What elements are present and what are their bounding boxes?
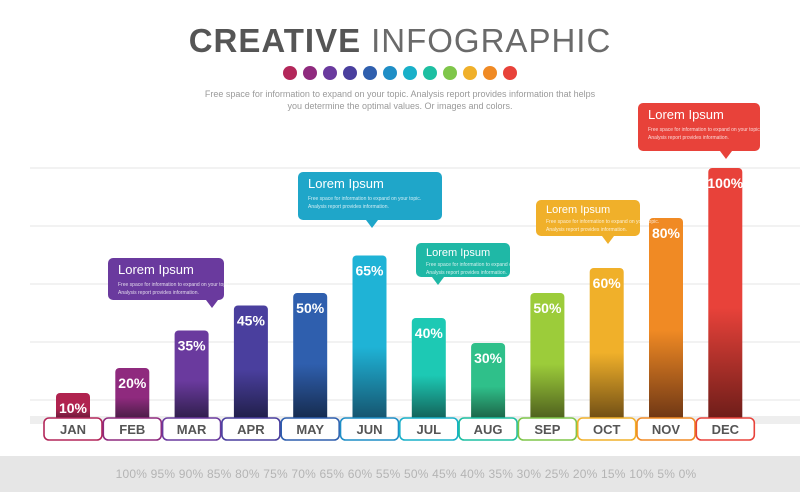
month-label: APR xyxy=(237,422,265,437)
palette-dot xyxy=(483,66,497,80)
callout-title: Lorem Ipsum xyxy=(308,176,384,191)
callout-text: Analysis report provides information. xyxy=(546,227,627,233)
month-label: AUG xyxy=(474,422,503,437)
callout-feb: Lorem Ipsum Free space for information to… xyxy=(108,258,231,308)
bar-value-label: 40% xyxy=(415,325,444,341)
bar-mar xyxy=(174,330,209,422)
bar-aug xyxy=(471,343,506,422)
callout-text: Analysis report provides information. xyxy=(648,135,729,141)
bar-value-label: 80% xyxy=(652,225,681,241)
bar-value-label: 50% xyxy=(533,300,562,316)
palette-dot xyxy=(503,66,517,80)
bar-jul xyxy=(411,318,446,422)
callout-box xyxy=(108,258,224,300)
palette-dot xyxy=(403,66,417,80)
bar-value-label: 20% xyxy=(118,375,147,391)
callout-pointer xyxy=(206,300,218,308)
callout-title: Lorem Ipsum xyxy=(546,204,610,216)
callout-jun: Lorem Ipsum Free space for information to… xyxy=(298,172,442,228)
callout-text: Free space for information to expand on … xyxy=(118,282,231,288)
callout-text: Analysis report provides information. xyxy=(308,204,389,210)
bar-jun xyxy=(352,255,387,422)
bar-oct xyxy=(589,268,624,422)
month-label: JUN xyxy=(356,422,382,437)
callout-dec: Lorem Ipsum Free space for information to… xyxy=(638,103,761,159)
callout-pointer xyxy=(366,220,378,228)
month-label: SEP xyxy=(534,422,560,437)
month-label-box xyxy=(221,417,281,441)
month-label-box xyxy=(280,417,341,441)
callout-text: Free space for information to expand on … xyxy=(648,127,761,133)
month-label: JUL xyxy=(417,422,442,437)
bar-jan xyxy=(56,393,90,422)
bar-feb xyxy=(115,368,150,422)
month-label-box xyxy=(636,417,696,441)
footer-band xyxy=(0,456,800,492)
bar-apr xyxy=(233,305,268,422)
palette-dot xyxy=(343,66,357,80)
callout-box xyxy=(298,172,442,220)
palette-dot xyxy=(383,66,397,80)
month-label-box xyxy=(517,417,578,441)
callout-jul: Lorem Ipsum Free space for information to… xyxy=(416,243,539,285)
callout-box xyxy=(416,243,510,277)
month-label: JAN xyxy=(60,422,86,437)
month-label: MAR xyxy=(177,422,207,437)
month-label: MAY xyxy=(296,422,324,437)
month-label-box xyxy=(576,417,637,441)
month-label-box xyxy=(458,417,518,441)
callout-box xyxy=(536,200,640,236)
month-label: DEC xyxy=(712,422,740,437)
month-label-box xyxy=(398,417,459,441)
bar-value-label: 65% xyxy=(355,263,384,279)
palette-dot xyxy=(303,66,317,80)
color-dots-row xyxy=(0,66,800,80)
title-light: INFOGRAPHIC xyxy=(371,22,612,59)
month-label-box xyxy=(339,417,400,441)
callout-oct: Lorem Ipsum Free space for information to… xyxy=(536,200,659,244)
palette-dot xyxy=(323,66,337,80)
title-bold: CREATIVE xyxy=(188,22,362,59)
month-label-box xyxy=(43,417,103,441)
bar-value-label: 30% xyxy=(474,350,503,366)
bar-value-label: 50% xyxy=(296,300,325,316)
month-label-box xyxy=(161,417,222,441)
callout-text: Analysis report provides information. xyxy=(118,290,199,296)
month-label: NOV xyxy=(652,422,681,437)
callout-box xyxy=(638,103,760,151)
bar-value-label: 60% xyxy=(593,275,622,291)
callout-title: Lorem Ipsum xyxy=(426,247,490,259)
palette-dot xyxy=(463,66,477,80)
bar-nov xyxy=(649,218,683,422)
bar-dec xyxy=(708,168,743,422)
month-label-box xyxy=(102,417,163,441)
callout-pointer xyxy=(720,151,732,159)
callout-pointer xyxy=(602,236,614,244)
bar-value-label: 10% xyxy=(59,400,88,416)
palette-dot xyxy=(423,66,437,80)
palette-dot xyxy=(363,66,377,80)
palette-dot xyxy=(443,66,457,80)
callout-title: Lorem Ipsum xyxy=(648,107,724,122)
callout-text: Free space for information to expand on … xyxy=(426,262,539,268)
bar-value-label: 100% xyxy=(707,175,743,191)
page-title: CREATIVE INFOGRAPHIC xyxy=(0,22,800,60)
callout-text: Free space for information to expand on … xyxy=(546,219,659,225)
bar-sep xyxy=(530,293,565,422)
footer-scale-text: 100% 95% 90% 85% 80% 75% 70% 65% 60% 55%… xyxy=(115,467,697,481)
palette-dot xyxy=(283,66,297,80)
bar-value-label: 45% xyxy=(237,313,266,329)
callout-text: Analysis report provides information. xyxy=(426,270,507,276)
callout-text: Free space for information to expand on … xyxy=(308,196,421,202)
month-label: FEB xyxy=(119,422,145,437)
callout-pointer xyxy=(432,277,444,285)
month-label: OCT xyxy=(593,422,621,437)
bar-value-label: 35% xyxy=(178,338,207,354)
subtitle: Free space for information to expand on … xyxy=(204,89,596,111)
month-label-box xyxy=(695,417,756,441)
bar-may xyxy=(293,293,328,422)
callout-title: Lorem Ipsum xyxy=(118,262,194,277)
